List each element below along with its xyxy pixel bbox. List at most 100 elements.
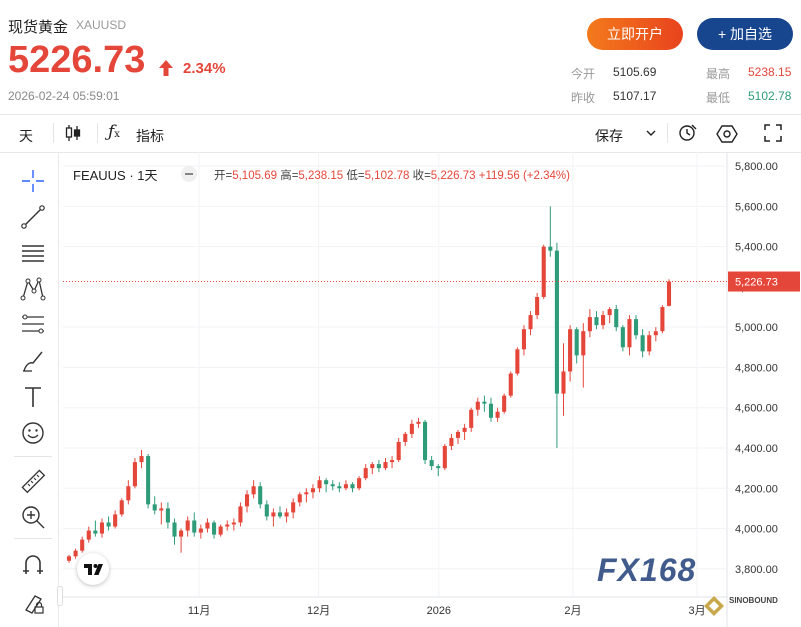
- candlestick-type-icon[interactable]: [64, 124, 82, 142]
- candle[interactable]: [212, 520, 217, 539]
- candle[interactable]: [205, 518, 210, 533]
- candle[interactable]: [271, 508, 276, 527]
- candle[interactable]: [337, 482, 342, 493]
- candle[interactable]: [442, 443, 447, 471]
- collapse-toolbar-handle[interactable]: [57, 586, 63, 606]
- candle[interactable]: [258, 482, 263, 509]
- trend-line-icon[interactable]: [20, 204, 46, 230]
- candle[interactable]: [416, 417, 421, 428]
- candle[interactable]: [350, 482, 355, 493]
- candle[interactable]: [436, 464, 441, 477]
- chevron-down-icon[interactable]: [645, 129, 657, 137]
- candle[interactable]: [383, 458, 388, 471]
- candle[interactable]: [508, 371, 513, 398]
- candle[interactable]: [80, 536, 85, 553]
- candle[interactable]: [521, 325, 526, 356]
- candle[interactable]: [357, 476, 362, 491]
- candle[interactable]: [304, 488, 309, 503]
- horizontal-lines-icon[interactable]: [20, 240, 46, 266]
- candle[interactable]: [614, 305, 619, 332]
- ruler-icon[interactable]: [20, 468, 46, 494]
- candle[interactable]: [231, 518, 236, 531]
- brush-icon[interactable]: [20, 348, 46, 374]
- indicators-button[interactable]: 指标: [136, 128, 164, 144]
- zoom-in-icon[interactable]: [20, 504, 46, 530]
- candle[interactable]: [587, 309, 592, 338]
- candle[interactable]: [640, 329, 645, 358]
- candle[interactable]: [390, 456, 395, 469]
- candle[interactable]: [488, 397, 494, 422]
- candle[interactable]: [93, 520, 98, 537]
- candle[interactable]: [86, 526, 91, 543]
- candle[interactable]: [581, 323, 586, 388]
- candle[interactable]: [218, 524, 223, 537]
- add-watchlist-button[interactable]: + 加自选: [697, 18, 793, 50]
- collapse-legend-icon[interactable]: [180, 165, 198, 183]
- candle[interactable]: [291, 498, 296, 519]
- fullscreen-icon[interactable]: [764, 124, 782, 142]
- candle[interactable]: [462, 423, 467, 440]
- candle[interactable]: [284, 508, 289, 523]
- candle[interactable]: [264, 500, 269, 521]
- candle[interactable]: [370, 462, 375, 475]
- candle[interactable]: [660, 305, 665, 334]
- candle[interactable]: [601, 311, 606, 330]
- candle[interactable]: [165, 502, 170, 529]
- candle[interactable]: [396, 437, 401, 463]
- candle[interactable]: [172, 518, 177, 545]
- candle[interactable]: [73, 548, 78, 559]
- candle[interactable]: [528, 311, 533, 336]
- candle[interactable]: [152, 496, 157, 515]
- candle[interactable]: [574, 327, 579, 364]
- candle[interactable]: [238, 502, 243, 527]
- candle[interactable]: [541, 244, 546, 299]
- candle[interactable]: [469, 407, 474, 432]
- candle[interactable]: [159, 502, 164, 525]
- lock-drawings-icon[interactable]: [20, 590, 46, 616]
- candle[interactable]: [495, 407, 500, 422]
- candle[interactable]: [330, 480, 335, 491]
- candle[interactable]: [198, 524, 203, 539]
- candle[interactable]: [594, 311, 599, 330]
- candle[interactable]: [607, 307, 612, 324]
- settings-hexagon-icon[interactable]: [716, 123, 738, 145]
- candle[interactable]: [633, 315, 639, 340]
- candle[interactable]: [515, 347, 520, 376]
- candle[interactable]: [310, 484, 315, 499]
- candle[interactable]: [554, 242, 559, 448]
- candle[interactable]: [179, 528, 184, 553]
- candle[interactable]: [409, 419, 414, 438]
- candle[interactable]: [119, 498, 124, 517]
- candle[interactable]: [475, 397, 480, 416]
- candle[interactable]: [647, 331, 652, 356]
- candle[interactable]: [297, 492, 302, 507]
- save-button[interactable]: 保存: [595, 128, 623, 144]
- candle[interactable]: [403, 431, 408, 446]
- candle[interactable]: [324, 478, 329, 493]
- candle[interactable]: [317, 476, 322, 493]
- candle[interactable]: [146, 454, 151, 509]
- candle[interactable]: [99, 518, 105, 538]
- fibonacci-icon[interactable]: [20, 312, 46, 338]
- candle[interactable]: [429, 456, 434, 471]
- magnet-icon[interactable]: [20, 552, 46, 578]
- crosshair-icon[interactable]: [20, 168, 46, 194]
- candle[interactable]: [482, 395, 487, 412]
- candle[interactable]: [132, 458, 137, 489]
- candle[interactable]: [535, 292, 540, 320]
- candlestick-chart[interactable]: 5,800.005,600.005,400.005,200.005,000.00…: [63, 152, 801, 627]
- candle[interactable]: [139, 450, 144, 469]
- candle[interactable]: [449, 433, 454, 451]
- candle[interactable]: [376, 460, 381, 473]
- candle[interactable]: [548, 206, 553, 257]
- candle[interactable]: [666, 279, 672, 307]
- candle[interactable]: [126, 480, 131, 505]
- candle[interactable]: [653, 327, 658, 342]
- candle[interactable]: [620, 325, 625, 352]
- candle[interactable]: [627, 315, 632, 356]
- pattern-tool-icon[interactable]: [20, 276, 46, 302]
- candle[interactable]: [423, 419, 428, 465]
- candle[interactable]: [66, 554, 72, 563]
- candle[interactable]: [106, 516, 111, 531]
- price-chart[interactable]: 5,800.005,600.005,400.005,200.005,000.00…: [63, 152, 801, 627]
